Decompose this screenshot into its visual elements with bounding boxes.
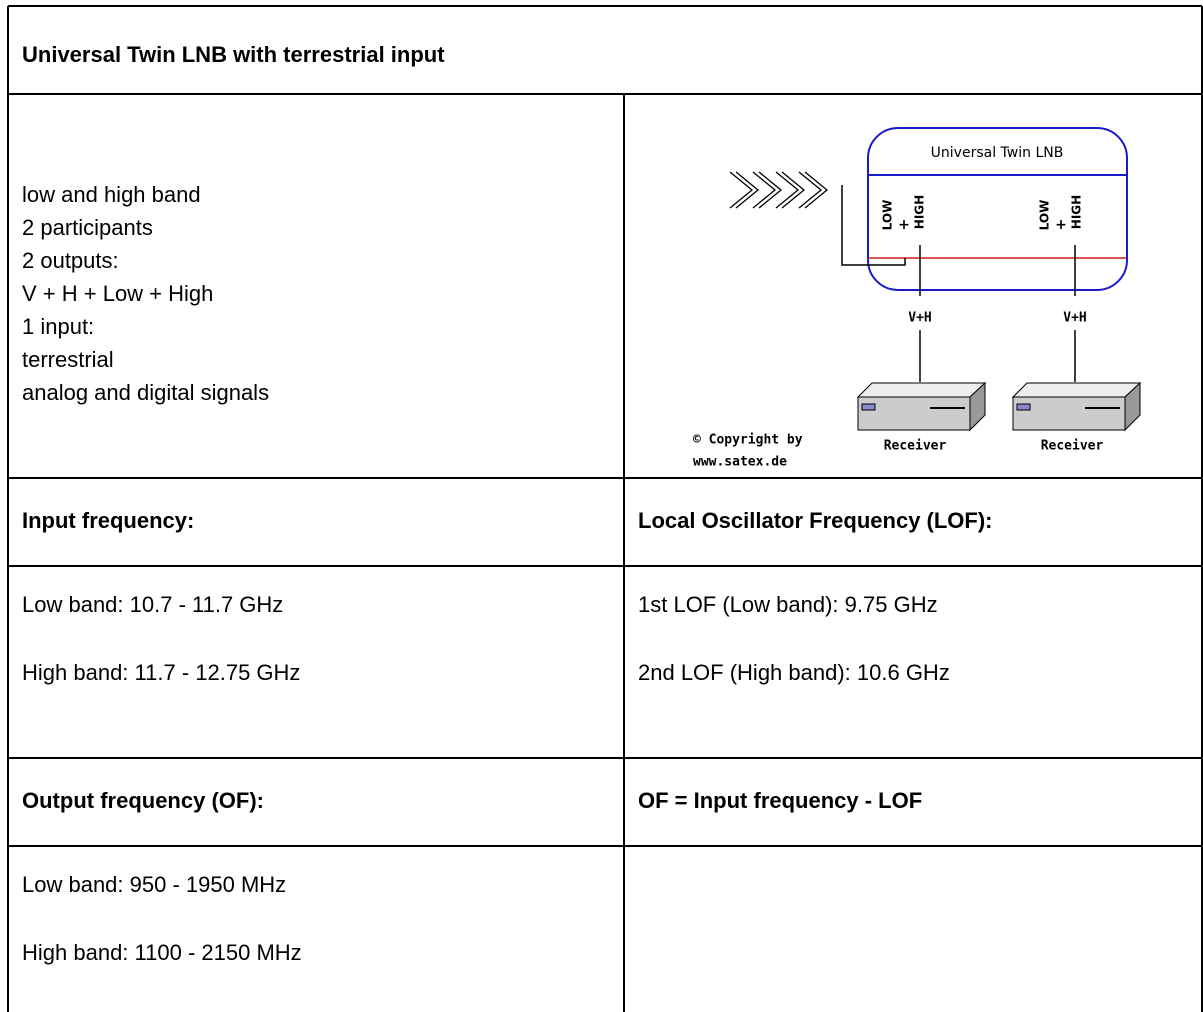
description-line: terrestrial [22, 347, 114, 372]
port-label: HIGH [913, 195, 927, 229]
title: Universal Twin LNB with terrestrial inpu… [22, 42, 445, 67]
description-line: low and high band [22, 182, 201, 207]
receiver-icon [1011, 381, 1142, 432]
description-line: 2 participants [22, 215, 153, 240]
port-label: LOW [1038, 200, 1052, 231]
receiver-label: Receiver [1041, 439, 1104, 454]
description-line: analog and digital signals [22, 380, 269, 405]
cell-line: 1st LOF (Low band): 9.75 GHz [638, 592, 938, 617]
receiver-icon [856, 381, 987, 432]
output-label: V+H [908, 311, 931, 326]
port-label: + [1055, 217, 1067, 233]
port-label: + [898, 217, 910, 233]
cell-line: Low band: 10.7 - 11.7 GHz [22, 592, 283, 617]
output-label: V+H [1063, 311, 1086, 326]
cell-line: High band: 1100 - 2150 MHz [22, 940, 302, 965]
copyright: © Copyright by [693, 433, 803, 448]
cell-heading: Input frequency: [22, 508, 194, 533]
table-cells: Input frequency: Local Oscillator Frequen… [22, 508, 993, 965]
signal-arrows [729, 171, 829, 209]
port-label: HIGH [1070, 195, 1084, 229]
table-borders [7, 5, 1203, 1012]
diagram: Universal Twin LNB LOW + HIGH LOW + HIGH… [693, 127, 1142, 470]
description-line: V + H + Low + High [22, 281, 213, 306]
cell-line: Low band: 950 - 1950 MHz [22, 872, 286, 897]
input-line [841, 185, 906, 266]
description: low and high band 2 participants 2 outputs… [22, 182, 269, 405]
port-label: LOW [881, 200, 895, 231]
copyright: www.satex.de [693, 455, 787, 470]
cell-heading: Output frequency (OF): [22, 788, 264, 813]
lnb-box [867, 127, 1128, 291]
cell-heading: Local Oscillator Frequency (LOF): [638, 508, 993, 533]
cell-line: 2nd LOF (High band): 10.6 GHz [638, 660, 950, 685]
description-line: 1 input: [22, 314, 94, 339]
cell-heading: OF = Input frequency - LOF [638, 788, 922, 813]
lnb-label: Universal Twin LNB [931, 145, 1064, 161]
description-line: 2 outputs: [22, 248, 119, 273]
receiver-label: Receiver [884, 439, 947, 454]
cell-line: High band: 11.7 - 12.75 GHz [22, 660, 300, 685]
